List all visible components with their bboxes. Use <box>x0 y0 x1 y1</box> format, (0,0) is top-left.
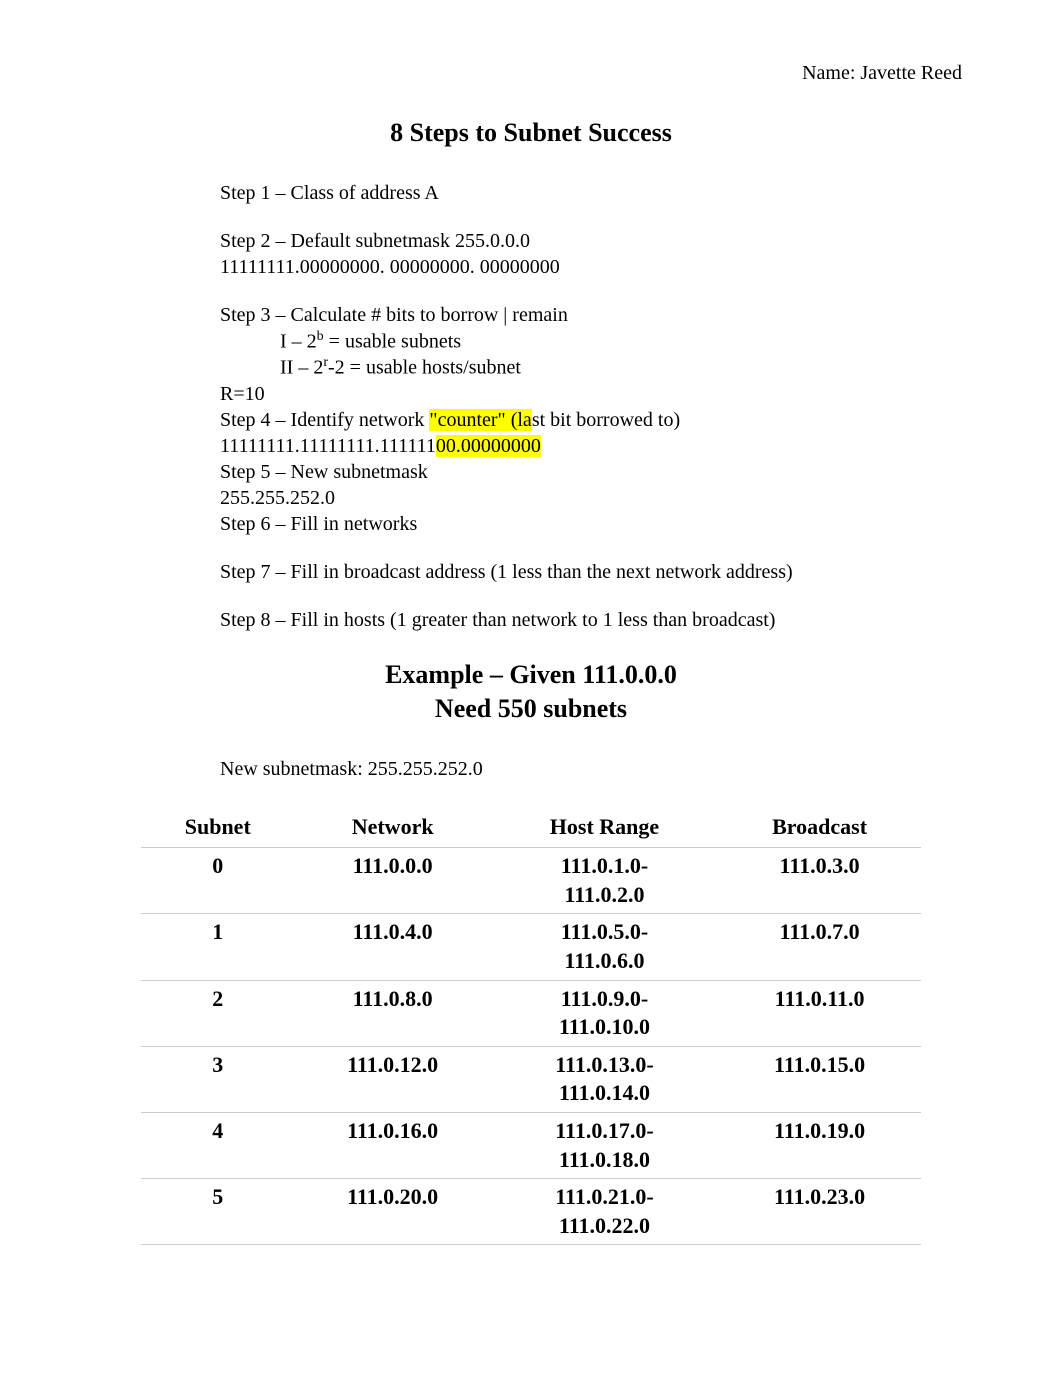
cell-hostrange: 111.0.17.0-111.0.18.0 <box>491 1113 718 1179</box>
cell-hostrange: 111.0.1.0-111.0.2.0 <box>491 848 718 914</box>
step-3-ii: II – 2r-2 = usable hosts/subnet <box>220 354 892 381</box>
cell-broadcast: 111.0.19.0 <box>718 1113 921 1179</box>
step-4: Step 4 – Identify network "counter" (las… <box>220 407 892 433</box>
cell-broadcast: 111.0.23.0 <box>718 1179 921 1245</box>
example-title: Example – Given 111.0.0.0 <box>90 658 972 692</box>
col-hostrange: Host Range <box>491 807 718 848</box>
table-row: 2111.0.8.0111.0.9.0-111.0.10.0111.0.11.0 <box>141 980 921 1046</box>
step-3: Step 3 – Calculate # bits to borrow | re… <box>220 302 892 328</box>
cell-network: 111.0.20.0 <box>295 1179 491 1245</box>
cell-broadcast: 111.0.15.0 <box>718 1046 921 1112</box>
step-3-i-sup: b <box>317 329 324 344</box>
cell-network: 111.0.16.0 <box>295 1113 491 1179</box>
col-subnet: Subnet <box>141 807 295 848</box>
cell-hostrange: 111.0.13.0-111.0.14.0 <box>491 1046 718 1112</box>
step-1: Step 1 – Class of address A <box>220 180 892 206</box>
page-title: 8 Steps to Subnet Success <box>90 116 972 150</box>
step-5: Step 5 – New subnetmask <box>220 459 892 485</box>
step-6: Step 6 – Fill in networks <box>220 511 892 537</box>
steps-section: Step 1 – Class of address A Step 2 – Def… <box>220 180 892 633</box>
step-7: Step 7 – Fill in broadcast address (1 le… <box>220 559 892 585</box>
cell-subnet: 4 <box>141 1113 295 1179</box>
cell-subnet: 1 <box>141 914 295 980</box>
cell-hostrange: 111.0.21.0-111.0.22.0 <box>491 1179 718 1245</box>
step-2-binary: 11111111.00000000. 00000000. 00000000 <box>220 254 892 280</box>
table-row: 0111.0.0.0111.0.1.0-111.0.2.0111.0.3.0 <box>141 848 921 914</box>
cell-network: 111.0.4.0 <box>295 914 491 980</box>
step-3-i: I – 2b = usable subnets <box>220 328 892 355</box>
table-row: 3111.0.12.0111.0.13.0-111.0.14.0111.0.15… <box>141 1046 921 1112</box>
cell-network: 111.0.0.0 <box>295 848 491 914</box>
step-4-highlight: "counter" (la <box>429 409 531 431</box>
cell-hostrange: 111.0.9.0-111.0.10.0 <box>491 980 718 1046</box>
step-3-i-prefix: I – 2 <box>280 330 317 352</box>
cell-subnet: 5 <box>141 1179 295 1245</box>
table-row: 5111.0.20.0111.0.21.0-111.0.22.0111.0.23… <box>141 1179 921 1245</box>
step-4-c: st bit borrowed to) <box>532 409 680 431</box>
step-4-binary-highlight: 00.00000000 <box>436 435 541 457</box>
cell-broadcast: 111.0.3.0 <box>718 848 921 914</box>
r-value: R=10 <box>220 381 892 407</box>
step-2: Step 2 – Default subnetmask 255.0.0.0 <box>220 228 892 254</box>
col-broadcast: Broadcast <box>718 807 921 848</box>
subnet-table: Subnet Network Host Range Broadcast 0111… <box>141 807 921 1246</box>
step-3-ii-prefix: II – 2 <box>280 357 323 379</box>
example-subtitle: Need 550 subnets <box>90 692 972 726</box>
cell-network: 111.0.8.0 <box>295 980 491 1046</box>
cell-subnet: 3 <box>141 1046 295 1112</box>
col-network: Network <box>295 807 491 848</box>
step-5-val: 255.255.252.0 <box>220 485 892 511</box>
cell-broadcast: 111.0.7.0 <box>718 914 921 980</box>
cell-hostrange: 111.0.5.0-111.0.6.0 <box>491 914 718 980</box>
step-4-binary-a: 11111111.11111111.111111 <box>220 435 436 457</box>
step-4-binary: 11111111.11111111.11111100.00000000 <box>220 433 892 459</box>
cell-network: 111.0.12.0 <box>295 1046 491 1112</box>
table-row: 4111.0.16.0111.0.17.0-111.0.18.0111.0.19… <box>141 1113 921 1179</box>
table-header-row: Subnet Network Host Range Broadcast <box>141 807 921 848</box>
cell-subnet: 2 <box>141 980 295 1046</box>
cell-subnet: 0 <box>141 848 295 914</box>
step-8: Step 8 – Fill in hosts (1 greater than n… <box>220 607 892 633</box>
step-4-a: Step 4 – Identify network <box>220 409 429 431</box>
step-3-i-suffix: = usable subnets <box>324 330 461 352</box>
name-label: Name: Javette Reed <box>90 60 972 86</box>
step-3-ii-suffix: -2 = usable hosts/subnet <box>328 357 521 379</box>
table-body: 0111.0.0.0111.0.1.0-111.0.2.0111.0.3.011… <box>141 848 921 1245</box>
table-row: 1111.0.4.0111.0.5.0-111.0.6.0111.0.7.0 <box>141 914 921 980</box>
new-subnetmask: New subnetmask: 255.255.252.0 <box>220 756 972 782</box>
cell-broadcast: 111.0.11.0 <box>718 980 921 1046</box>
